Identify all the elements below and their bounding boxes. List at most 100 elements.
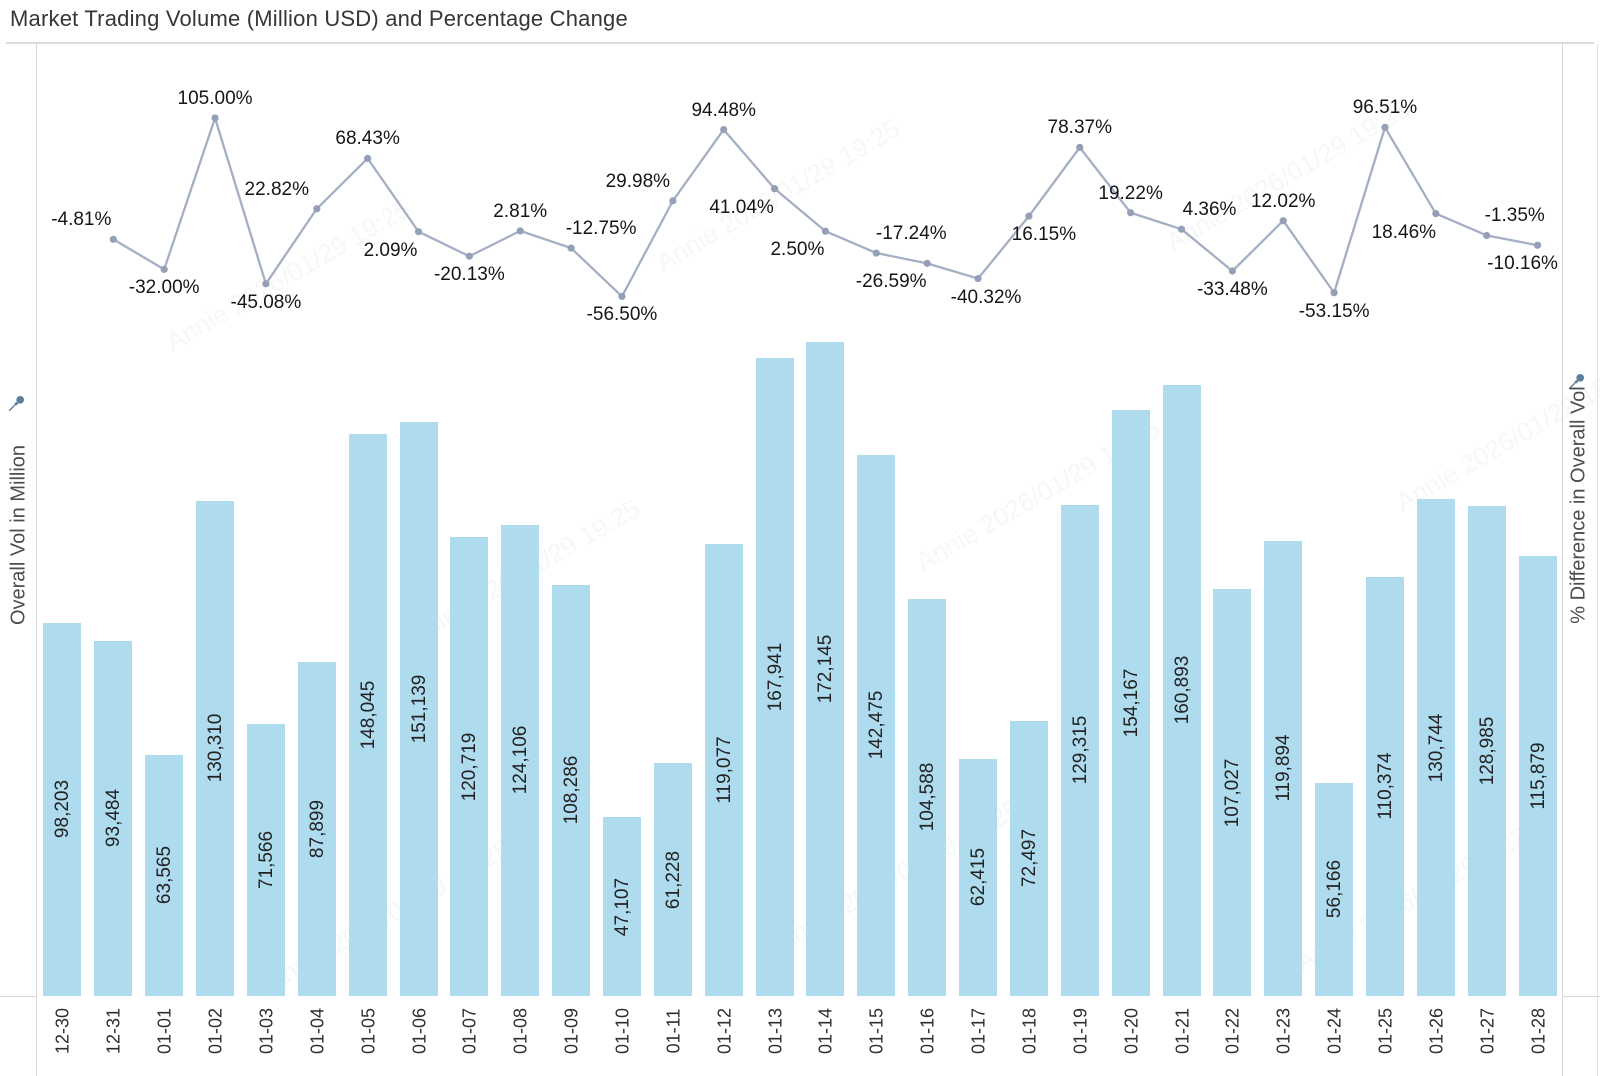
bar-mark[interactable] (959, 758, 998, 996)
line-marker[interactable] (923, 259, 931, 267)
left-axis-baseline-tick (0, 996, 36, 997)
line-marker[interactable] (567, 244, 575, 252)
pct-value-label: 41.04% (709, 196, 774, 218)
pct-value-label: -33.48% (1196, 278, 1268, 300)
bar-mark[interactable] (399, 421, 438, 996)
line-marker[interactable] (211, 114, 219, 122)
bar-mark[interactable] (1009, 720, 1048, 996)
pct-value-label: -56.50% (586, 304, 658, 326)
pct-value-label: -10.16% (1487, 253, 1558, 275)
line-marker[interactable] (313, 205, 321, 213)
pct-value-label: -12.75% (565, 218, 637, 240)
x-axis-tick-label: 01-28 (1528, 1007, 1549, 1055)
line-marker[interactable] (109, 235, 117, 243)
line-marker[interactable] (1228, 267, 1236, 275)
bar-mark[interactable] (704, 543, 743, 996)
right-axis-pin-icon[interactable] (1566, 370, 1588, 392)
pct-value-label: 29.98% (605, 170, 671, 192)
line-marker[interactable] (618, 292, 626, 301)
x-axis-tick-label: 01-21 (1172, 1007, 1192, 1055)
line-marker[interactable] (465, 252, 473, 260)
line-marker[interactable] (1279, 217, 1287, 225)
line-marker[interactable] (160, 265, 168, 273)
bar-mark[interactable] (94, 640, 133, 996)
line-marker[interactable] (974, 274, 982, 283)
bar-mark[interactable] (908, 598, 947, 996)
line-marker[interactable] (1127, 209, 1135, 217)
bar-mark[interactable] (1060, 504, 1099, 996)
bar-mark[interactable] (450, 537, 489, 996)
bar-mark[interactable] (1315, 782, 1354, 996)
bar-mark[interactable] (43, 622, 82, 996)
x-axis-tick-label: 01-08 (510, 1007, 531, 1055)
x-axis-tick-label: 01-26 (1426, 1007, 1447, 1055)
bar-mark[interactable] (857, 454, 896, 996)
bar-mark[interactable] (1365, 576, 1404, 996)
bar-mark[interactable] (246, 724, 285, 996)
bar-mark[interactable] (145, 754, 184, 996)
bar-mark[interactable] (1162, 384, 1201, 996)
x-axis-tick-label: 01-27 (1477, 1007, 1498, 1055)
pct-value-label: 96.51% (1352, 97, 1418, 119)
left-axis-pin-icon[interactable] (6, 392, 28, 414)
line-marker[interactable] (1177, 225, 1186, 233)
pct-value-label: -1.35% (1484, 205, 1545, 227)
line-marker[interactable] (872, 249, 880, 257)
pct-value-label: 19.22% (1098, 182, 1163, 204)
line-marker[interactable] (1432, 210, 1440, 218)
line-marker[interactable] (1533, 241, 1542, 249)
pct-value-label: -53.15% (1298, 300, 1370, 322)
bar-mark[interactable] (602, 817, 641, 996)
bar-mark[interactable] (348, 433, 387, 996)
x-axis-tick-label: 01-24 (1324, 1007, 1345, 1055)
pct-value-label: 105.00% (177, 87, 253, 109)
bar-mark[interactable] (1518, 555, 1557, 996)
line-marker[interactable] (1330, 289, 1338, 297)
x-axis-tick-label: 01-18 (1019, 1007, 1040, 1055)
line-marker[interactable] (364, 154, 372, 162)
x-axis-tick-label: 01-07 (459, 1007, 480, 1055)
pct-value-label: 2.81% (493, 200, 548, 222)
bar-mark[interactable] (653, 763, 692, 996)
line-marker[interactable] (770, 185, 779, 193)
pct-line (112, 116, 1538, 298)
pct-value-label: 12.02% (1250, 190, 1316, 212)
line-marker[interactable] (669, 197, 677, 205)
pct-value-label: 68.43% (335, 128, 400, 150)
line-marker[interactable] (262, 280, 270, 288)
title-divider (6, 42, 1594, 44)
line-marker[interactable] (821, 227, 830, 235)
bar-mark[interactable] (755, 357, 794, 996)
bar-mark[interactable] (806, 342, 845, 996)
bar-mark[interactable] (297, 662, 336, 996)
pct-value-label: 22.82% (244, 178, 309, 200)
right-pane-border (1562, 44, 1563, 1076)
bar-mark[interactable] (1264, 540, 1303, 996)
x-axis-tick-label: 01-05 (358, 1007, 379, 1055)
line-marker[interactable] (1076, 143, 1084, 152)
line-marker[interactable] (1381, 123, 1389, 131)
line-marker[interactable] (516, 227, 524, 235)
outer-right-border (1597, 44, 1598, 1076)
line-marker[interactable] (414, 228, 423, 236)
bar-mark[interactable] (1111, 410, 1150, 996)
pct-value-label: -26.59% (855, 271, 927, 293)
line-marker[interactable] (1483, 231, 1491, 240)
x-axis-tick-label: 01-09 (561, 1007, 582, 1055)
x-axis-tick-label: 01-01 (154, 1007, 175, 1055)
bar-mark[interactable] (552, 584, 591, 996)
bar-mark[interactable] (501, 524, 540, 996)
bar-mark[interactable] (196, 500, 235, 996)
pct-value-label: -45.08% (230, 291, 302, 313)
x-axis-tick-label: 01-23 (1273, 1007, 1294, 1055)
x-axis-tick-label: 01-06 (409, 1007, 429, 1055)
bar-mark[interactable] (1213, 589, 1252, 996)
bar-mark[interactable] (1416, 499, 1455, 996)
line-marker[interactable] (720, 125, 728, 134)
pct-value-label: 16.15% (1011, 224, 1077, 246)
x-axis-tick-label: 01-13 (765, 1007, 786, 1055)
line-marker[interactable] (1025, 212, 1033, 220)
x-axis-tick-label: 01-11 (663, 1008, 684, 1054)
bar-mark[interactable] (1467, 505, 1506, 996)
